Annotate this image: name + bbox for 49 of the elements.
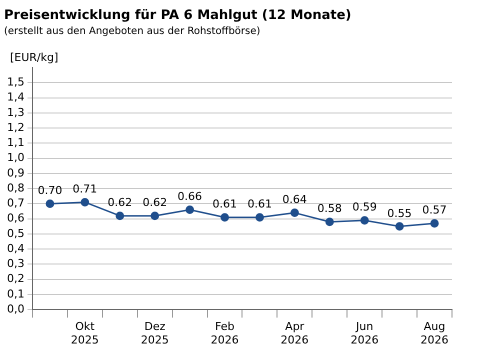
point (46, 199, 54, 208)
y-tick-label: 0,0 (6, 302, 24, 316)
point (116, 212, 124, 220)
point (186, 206, 194, 214)
point (325, 218, 334, 226)
data-label: 0.62 (108, 196, 132, 210)
y-tick-label: 0,8 (6, 181, 24, 194)
y-tick-label: 0,9 (6, 166, 24, 180)
data-label: 0.61 (247, 198, 272, 211)
data-label: 0.57 (422, 204, 447, 217)
y-tick-label: 1,1 (6, 136, 24, 150)
x-tick-label: Feb 2026 (210, 320, 239, 346)
point (430, 219, 439, 228)
x-tick-label: Jun 2026 (350, 320, 379, 346)
data-label: 0.70 (38, 184, 62, 198)
data-label: 0.62 (142, 196, 168, 210)
y-tick-label: 0,1 (6, 287, 24, 300)
x-tick-label: Apr 2026 (280, 320, 309, 346)
y-tick-label: 0,2 (6, 272, 24, 286)
point (80, 198, 90, 206)
data-label: 0.58 (317, 202, 342, 216)
y-tick-label: 0,4 (6, 242, 24, 255)
y-tick-label: 1,4 (6, 90, 24, 104)
point (150, 212, 160, 220)
y-tick-label: 1,3 (6, 106, 24, 119)
y-tick-label: 1,2 (6, 120, 24, 134)
point (220, 213, 230, 222)
data-label: 0.66 (178, 190, 202, 204)
data-label: 0.55 (387, 206, 412, 220)
y-tick-label: 0,3 (6, 257, 24, 270)
data-label: 0.61 (212, 198, 238, 211)
x-tick-label: Okt 2025 (70, 320, 99, 346)
point (360, 216, 369, 225)
point (290, 208, 299, 218)
y-tick-label: 0,6 (6, 212, 24, 225)
y-tick-label: 1,5 (6, 76, 24, 89)
chart-title: Preisentwicklung für PA 6 Mahlgut (12 Monate) (4, 8, 352, 24)
y-tick-label: 0,7 (6, 196, 24, 210)
point (255, 213, 264, 222)
y-tick-label: 0,5 (6, 226, 24, 240)
y-tick-label: 1,0 (6, 151, 24, 164)
x-tick-label: Aug 2026 (420, 320, 449, 346)
point (395, 222, 404, 231)
y-axis-title: [EUR/kg] (10, 50, 58, 64)
chart-subtitle: (erstellt aus den Angeboten aus der Rohstoffbörse) (4, 26, 260, 38)
data-label: 0.59 (352, 200, 377, 214)
data-label: 0.71 (72, 182, 98, 196)
x-tick-label: Dez 2025 (140, 320, 169, 346)
data-label: 0.64 (282, 193, 307, 206)
